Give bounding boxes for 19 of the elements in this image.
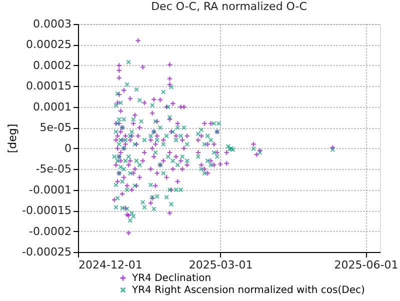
- legend-label: YR4 Right Ascension normalized with cos(Dec): [131, 285, 365, 296]
- y-tick-label: -0.00025: [22, 246, 72, 258]
- y-tick-label: 0.00015: [26, 80, 72, 93]
- y-axis-title: [deg]: [6, 124, 20, 154]
- y-tick-label: 0.0003: [33, 18, 72, 30]
- legend-label: YR4 Declination: [131, 273, 212, 284]
- y-tick-label: -0.0002: [29, 224, 72, 238]
- y-tick-label: 0.00025: [26, 38, 72, 52]
- y-tick-label: 0: [64, 142, 72, 155]
- x-tick-label: 2024-12-01: [78, 258, 142, 272]
- y-tick-label: 0.0002: [33, 58, 72, 72]
- y-tick-label: -0.00015: [22, 204, 72, 218]
- y-tick-label: 0.0001: [33, 100, 72, 114]
- y-tick-label: -5e-05: [36, 162, 72, 176]
- x-tick-label: 2025-03-01: [188, 258, 253, 272]
- chart-title: Dec O-C, RA normalized O-C: [151, 0, 308, 13]
- y-tick-label: 5e-05: [40, 121, 72, 134]
- y-tick-label: -0.0001: [29, 183, 72, 196]
- x-tick-label: 2025-06-01: [334, 258, 398, 272]
